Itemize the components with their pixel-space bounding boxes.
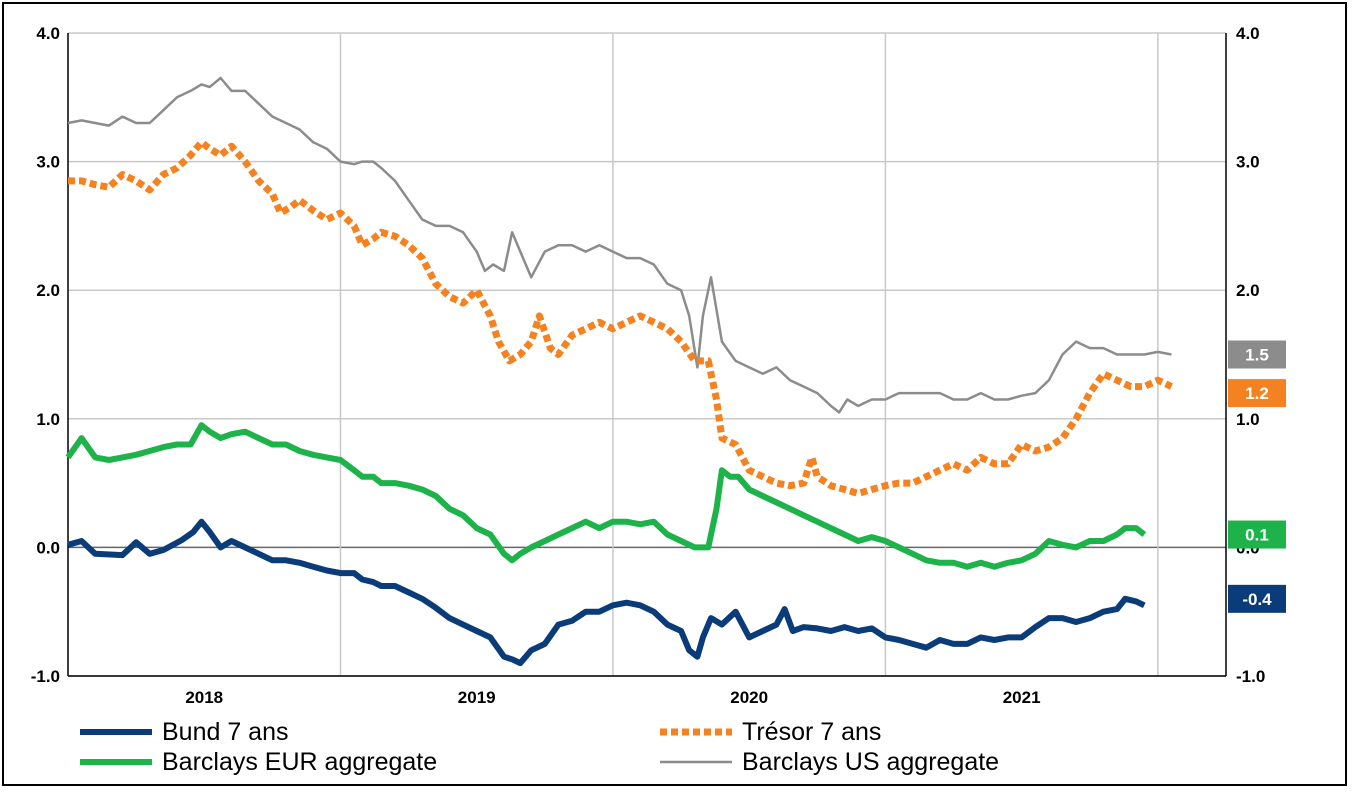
- legend-label-bund-7-ans: Bund 7 ans: [162, 718, 289, 746]
- x-tick-label: 2019: [458, 688, 496, 707]
- x-tick-label: 2018: [185, 688, 223, 707]
- axes: 4.03.02.01.00.0-1.04.03.02.01.00.0-1.020…: [31, 24, 1266, 707]
- end-labels: -0.4 1.2 0.1 1.5: [1228, 340, 1286, 613]
- legend-label-barclays-us-aggregate: Barclays US aggregate: [742, 748, 999, 776]
- series-line-barclays-eur-aggregate: [65, 422, 1147, 570]
- grid: [68, 32, 1226, 677]
- y-tick-label-left: -1.0: [31, 667, 60, 686]
- series-line-barclays-us-aggregate: [67, 76, 1172, 414]
- end-label-barclays-us-aggregate: 1.5: [1245, 346, 1269, 365]
- end-label-barclays-eur-aggregate: 0.1: [1245, 526, 1269, 545]
- line-chart: 4.03.02.01.00.0-1.04.03.02.01.00.0-1.020…: [31, 24, 1286, 776]
- series-line-tr-sor-7-ans: [68, 138, 1173, 497]
- y-tick-label-left: 0.0: [36, 538, 60, 557]
- y-tick-label-right: 4.0: [1236, 24, 1260, 43]
- legend-label-tr-sor-7-ans: Trésor 7 ans: [742, 718, 881, 746]
- x-tick-label: 2021: [1003, 688, 1041, 707]
- legend-label-barclays-eur-aggregate: Barclays EUR aggregate: [162, 748, 437, 776]
- end-label-box-tr-sor-7-ans: [1228, 379, 1286, 408]
- end-label-box-barclays-us-aggregate: [1228, 340, 1286, 369]
- y-tick-label-left: 4.0: [36, 24, 60, 43]
- end-label-bund-7-ans: -0.4: [1242, 590, 1272, 609]
- end-label-tr-sor-7-ans: 1.2: [1245, 384, 1269, 403]
- end-label-box-barclays-eur-aggregate: [1228, 520, 1286, 549]
- y-tick-label-left: 1.0: [36, 410, 60, 429]
- series-line-bund-7-ans: [67, 518, 1146, 667]
- x-tick-label: 2020: [730, 688, 768, 707]
- legend: Bund 7 ans Trésor 7 ans Barclays EUR aggre…: [80, 718, 999, 776]
- y-tick-label-right: 1.0: [1236, 410, 1260, 429]
- series-lines: [65, 76, 1173, 667]
- y-tick-label-left: 2.0: [36, 281, 60, 300]
- y-tick-label-right: 2.0: [1236, 281, 1260, 300]
- y-tick-label-left: 3.0: [36, 153, 60, 172]
- y-tick-label-right: 3.0: [1236, 153, 1260, 172]
- end-label-box-bund-7-ans: [1228, 584, 1286, 613]
- y-tick-label-right: -1.0: [1236, 667, 1265, 686]
